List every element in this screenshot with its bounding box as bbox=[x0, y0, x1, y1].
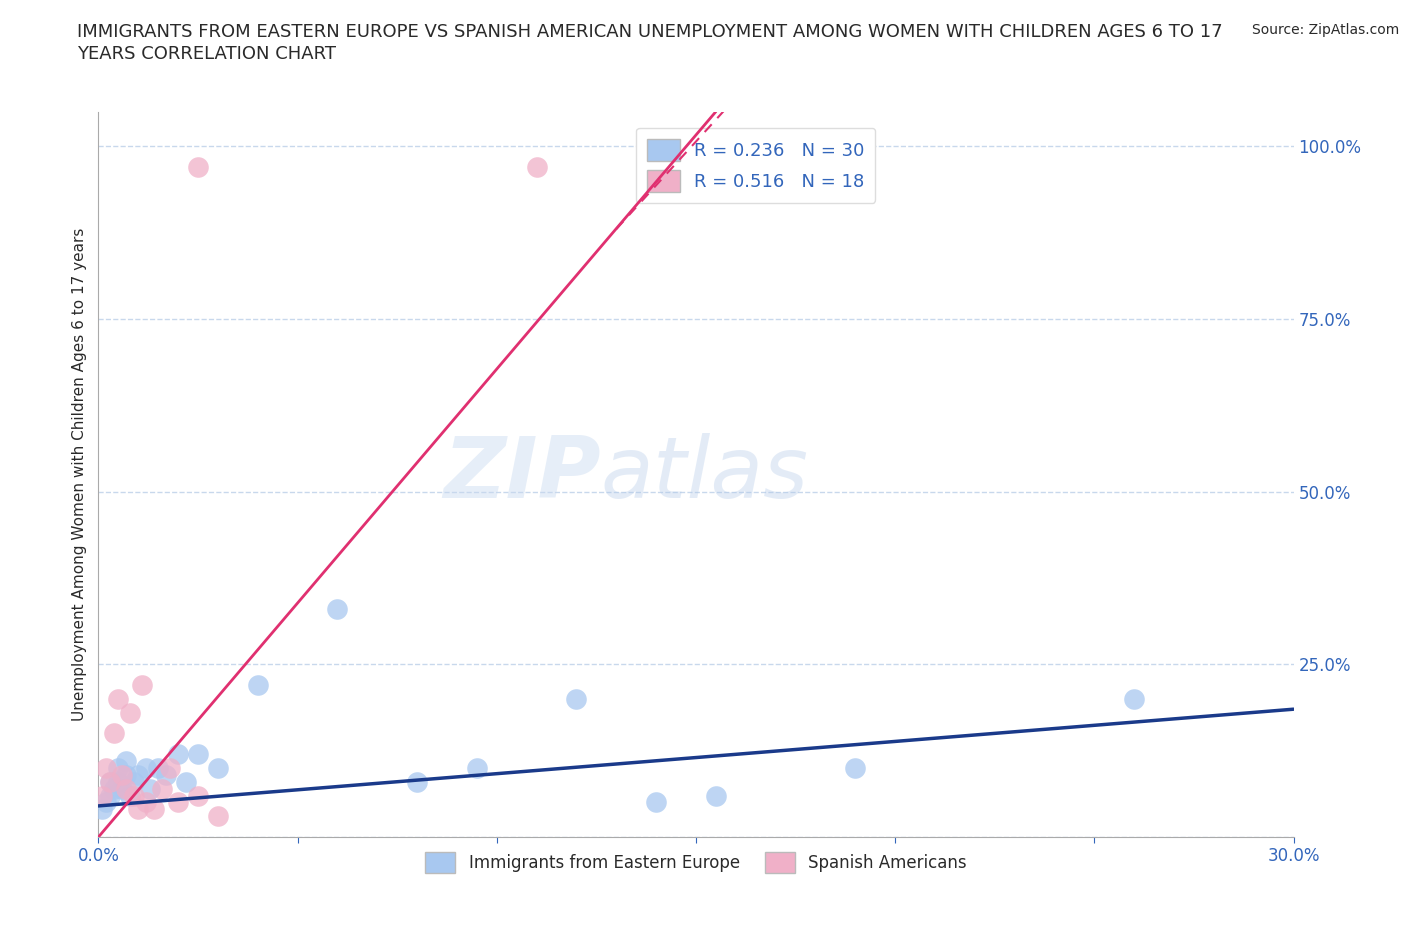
Point bbox=[187, 747, 209, 762]
Point bbox=[326, 602, 349, 617]
Point bbox=[135, 761, 157, 776]
Point bbox=[107, 691, 129, 706]
Point bbox=[111, 767, 134, 782]
Point bbox=[135, 795, 157, 810]
Point bbox=[107, 761, 129, 776]
Point bbox=[207, 761, 229, 776]
Point bbox=[155, 767, 177, 782]
Point bbox=[115, 781, 138, 796]
Point bbox=[96, 795, 118, 810]
Point bbox=[127, 767, 149, 782]
Legend: Immigrants from Eastern Europe, Spanish Americans: Immigrants from Eastern Europe, Spanish … bbox=[419, 845, 973, 880]
Point bbox=[159, 761, 181, 776]
Point bbox=[526, 159, 548, 174]
Point bbox=[98, 775, 122, 790]
Point bbox=[103, 781, 125, 796]
Point bbox=[111, 781, 134, 796]
Point bbox=[167, 747, 190, 762]
Point bbox=[150, 781, 173, 796]
Point bbox=[115, 753, 138, 768]
Text: Source: ZipAtlas.com: Source: ZipAtlas.com bbox=[1251, 23, 1399, 37]
Point bbox=[98, 788, 122, 803]
Y-axis label: Unemployment Among Women with Children Ages 6 to 17 years: Unemployment Among Women with Children A… bbox=[72, 228, 87, 721]
Point bbox=[1123, 691, 1146, 706]
Point bbox=[139, 781, 162, 796]
Point bbox=[120, 788, 142, 803]
Point bbox=[96, 761, 118, 776]
Point bbox=[148, 761, 170, 776]
Text: atlas: atlas bbox=[600, 432, 808, 516]
Point bbox=[107, 775, 129, 790]
Point bbox=[844, 761, 866, 776]
Point bbox=[465, 761, 488, 776]
Point bbox=[124, 775, 146, 790]
Point bbox=[91, 802, 114, 817]
Point bbox=[91, 788, 114, 803]
Point bbox=[127, 802, 149, 817]
Point bbox=[174, 775, 197, 790]
Point bbox=[207, 809, 229, 824]
Point bbox=[103, 726, 125, 741]
Text: IMMIGRANTS FROM EASTERN EUROPE VS SPANISH AMERICAN UNEMPLOYMENT AMONG WOMEN WITH: IMMIGRANTS FROM EASTERN EUROPE VS SPANIS… bbox=[77, 23, 1223, 41]
Point bbox=[167, 795, 190, 810]
Point bbox=[124, 788, 146, 803]
Text: YEARS CORRELATION CHART: YEARS CORRELATION CHART bbox=[77, 45, 336, 62]
Point bbox=[565, 691, 588, 706]
Point bbox=[143, 802, 166, 817]
Point bbox=[98, 775, 122, 790]
Point bbox=[406, 775, 429, 790]
Point bbox=[187, 788, 209, 803]
Text: ZIP: ZIP bbox=[443, 432, 600, 516]
Point bbox=[645, 795, 668, 810]
Point bbox=[187, 159, 209, 174]
Point bbox=[115, 767, 138, 782]
Point bbox=[704, 788, 727, 803]
Point bbox=[131, 678, 153, 693]
Point bbox=[120, 705, 142, 720]
Point bbox=[246, 678, 269, 693]
